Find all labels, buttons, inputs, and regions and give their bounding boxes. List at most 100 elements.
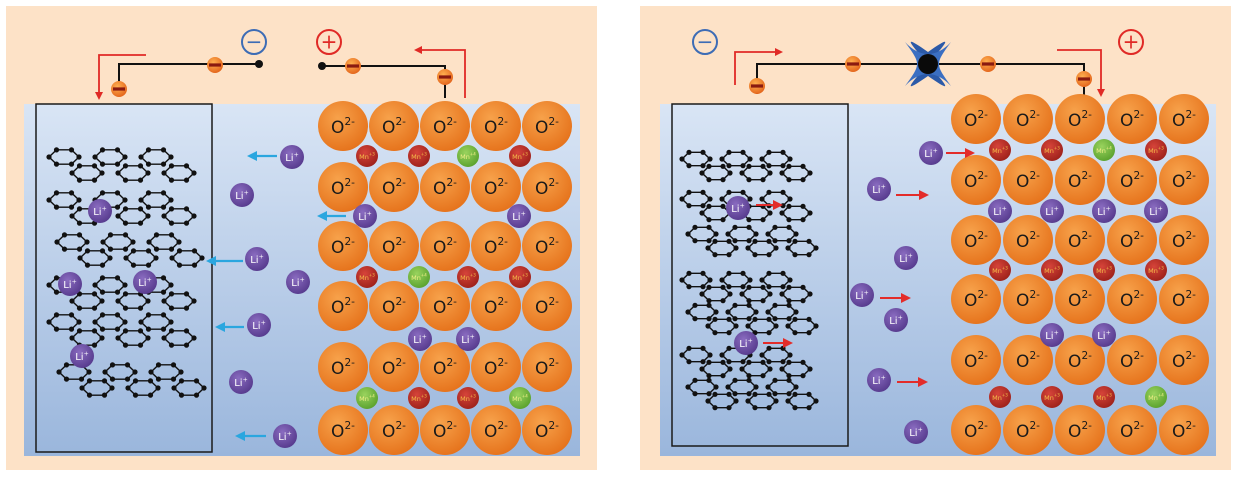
oxygen-ion [1055, 335, 1105, 385]
lithium-ion [408, 327, 432, 351]
carbon-atom [153, 255, 159, 261]
lithium-label: Li+ [739, 338, 753, 351]
carbon-atom [806, 316, 812, 322]
manganese-4-ion [408, 266, 430, 288]
carbon-atom [807, 210, 813, 216]
carbon-atom [766, 316, 772, 322]
charge-arrow [414, 46, 466, 98]
oxygen-ion [1159, 335, 1209, 385]
oxygen-label: O2- [433, 116, 457, 138]
oxygen-label-symbol: O [382, 118, 395, 138]
carbon-atom [168, 291, 175, 297]
oxygen-label-symbol: O [1120, 111, 1133, 131]
carbon-atom [99, 289, 106, 295]
oxygen-label: O2- [484, 236, 508, 258]
oxygen-label-charge: 2- [1081, 170, 1092, 182]
lithium-label: Li+ [731, 203, 745, 216]
carbon-atom [786, 391, 792, 397]
carbon-atom [800, 163, 806, 169]
lithium-label: Li+ [1149, 206, 1163, 219]
lithium-label: Li+ [93, 206, 107, 219]
carbon-atom [183, 177, 190, 183]
carbon-atom [91, 342, 98, 348]
oxygen-label-charge: 2- [446, 177, 457, 189]
carbon-atom [699, 170, 705, 176]
carbon-atom [740, 189, 746, 195]
oxygen-label: O2- [964, 109, 988, 131]
lithium-label: Li+ [872, 184, 886, 197]
carbon-atom [61, 246, 68, 252]
carbon-atom [68, 204, 75, 210]
carbon-atom [692, 316, 698, 322]
discharge-arrow [734, 48, 783, 85]
carbon-atom [800, 284, 806, 290]
carbon-atom [168, 220, 175, 226]
carbon-atom [160, 147, 167, 153]
graphite-sheet [54, 232, 205, 268]
carbon-atom [719, 277, 725, 283]
carbon-atom [712, 252, 718, 258]
carbon-atom [171, 385, 177, 391]
carbon-atom [114, 312, 121, 318]
carbon-atom [766, 149, 772, 155]
oxygen-ion [1003, 274, 1053, 324]
carbon-atom [786, 359, 792, 365]
carbon-atom [148, 369, 154, 375]
oxygen-label-charge: 2- [344, 296, 355, 308]
carbon-atom [712, 316, 718, 322]
carbon-atom [115, 170, 121, 176]
minus-circle-icon [692, 29, 718, 55]
lithium-label-charge: + [102, 206, 107, 213]
carbon-atom [160, 204, 167, 210]
carbon-atom [740, 359, 746, 365]
manganese-3-label: Mn+3 [460, 394, 476, 403]
carbon-atom [686, 270, 692, 276]
oxygen-label: O2- [331, 296, 355, 318]
manganese-3-label-charge: +3 [421, 394, 427, 399]
oxygen-label: O2- [964, 350, 988, 372]
oxygen-ion [420, 342, 470, 392]
anode-box [671, 103, 849, 447]
carbon-atom [137, 342, 144, 348]
carbon-atom [692, 391, 698, 397]
carbon-atom [747, 196, 753, 202]
carbon-atom [145, 147, 152, 153]
carbon-atom [792, 405, 798, 411]
oxygen-label: O2- [964, 289, 988, 311]
carbon-atom [733, 323, 739, 329]
lithium-label-symbol: Li [291, 278, 299, 289]
oxygen-label: O2- [1120, 350, 1144, 372]
carbon-atom [726, 391, 732, 397]
oxygen-ion [369, 342, 419, 392]
manganese-3-label-charge: +3 [1054, 393, 1060, 398]
oxygen-ion [1159, 274, 1209, 324]
carbon-atom [752, 238, 758, 244]
carbon-atom [706, 163, 712, 169]
carbon-atom [686, 345, 692, 351]
carbon-atom [786, 238, 792, 244]
carbon-atom [178, 378, 185, 384]
carbon-atom [191, 335, 197, 341]
carbon-atom [153, 246, 160, 252]
oxygen-label-charge: 2- [1133, 420, 1144, 432]
lithium-ion [230, 183, 254, 207]
oxygen-label-charge: 2- [548, 177, 559, 189]
lithium-label-charge: + [898, 315, 903, 322]
lithium-label: Li+ [250, 254, 264, 267]
carbon-atom [191, 298, 197, 304]
lithium-label: Li+ [993, 206, 1007, 219]
oxygen-ion [1055, 155, 1105, 205]
manganese-3-label-charge: +3 [369, 152, 375, 157]
carbon-atom [122, 206, 129, 212]
carbon-atom [706, 238, 712, 244]
carbon-atom [145, 262, 152, 268]
carbon-atom [125, 385, 131, 391]
oxygen-label: O2- [433, 420, 457, 442]
oxygen-label-symbol: O [1068, 232, 1081, 252]
carbon-atom [76, 232, 83, 238]
carbon-atom [780, 163, 786, 169]
carbon-atom [193, 392, 200, 398]
carbon-atom [766, 345, 772, 351]
oxygen-label: O2- [1068, 109, 1092, 131]
carbon-atom [800, 217, 806, 223]
